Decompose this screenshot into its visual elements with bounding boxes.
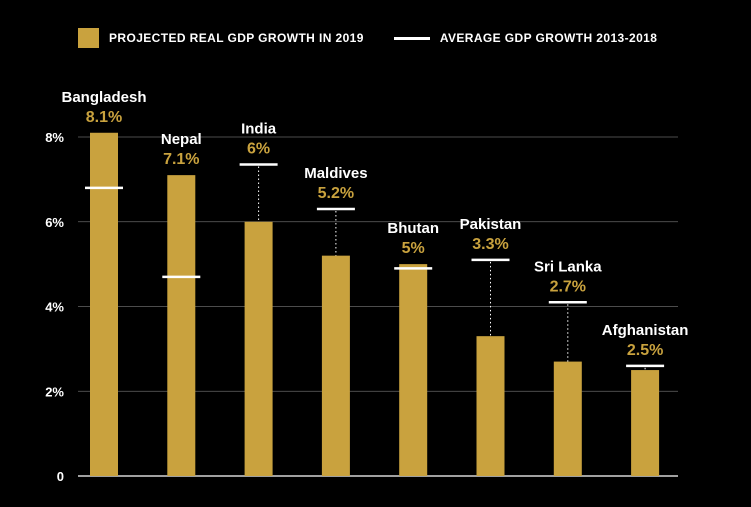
- category-label: India: [241, 121, 277, 138]
- y-tick-label: 4%: [45, 300, 64, 315]
- category-label: Sri Lanka: [534, 258, 602, 275]
- data-label: 8.1%: [86, 109, 122, 126]
- data-label: 2.7%: [550, 278, 586, 295]
- data-label: 7.1%: [163, 151, 199, 168]
- bar: [399, 264, 428, 476]
- category-label: Pakistan: [460, 216, 522, 233]
- y-tick-label: 6%: [45, 215, 64, 230]
- category-label: Bangladesh: [61, 89, 146, 106]
- y-tick-label: 2%: [45, 384, 64, 399]
- legend-line-label: AVERAGE GDP GROWTH 2013-2018: [439, 31, 658, 45]
- data-label: 6%: [247, 141, 270, 158]
- data-label: 2.5%: [627, 342, 663, 359]
- data-label: 5.2%: [318, 185, 354, 202]
- category-label: Nepal: [161, 131, 202, 148]
- category-label: Maldives: [304, 165, 367, 182]
- data-label: 3.3%: [472, 236, 508, 253]
- bar: [167, 175, 196, 476]
- bar: [321, 255, 350, 476]
- bar: [244, 221, 273, 476]
- bar: [476, 336, 505, 476]
- legend-line-swatch: [393, 36, 430, 40]
- legend: PROJECTED REAL GDP GROWTH IN 2019 AVERAG…: [78, 28, 657, 48]
- category-label: Afghanistan: [602, 322, 689, 339]
- legend-bar-swatch: [78, 28, 99, 48]
- data-label: 5%: [402, 240, 425, 257]
- category-label: Bhutan: [387, 220, 439, 237]
- y-tick-label: 0: [57, 469, 64, 484]
- bar: [631, 370, 660, 476]
- bar: [90, 132, 118, 476]
- y-tick-label: 8%: [45, 130, 64, 145]
- legend-bar-label: PROJECTED REAL GDP GROWTH IN 2019: [109, 31, 364, 45]
- bar: [553, 361, 582, 476]
